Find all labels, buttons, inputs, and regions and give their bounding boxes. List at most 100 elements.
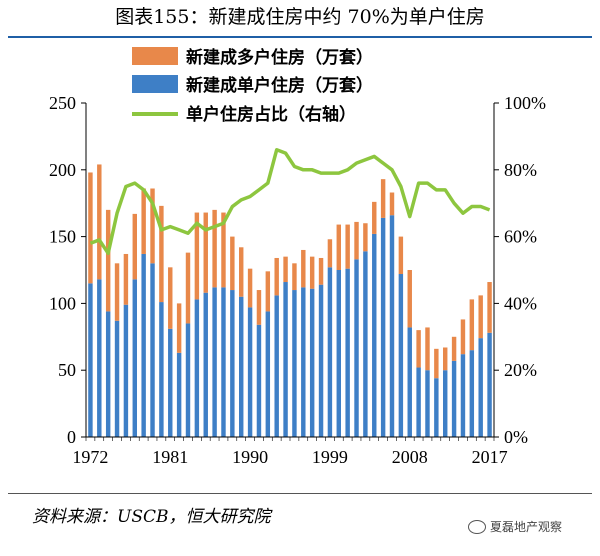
bar-multi-1978 <box>141 188 146 254</box>
bar-single-1995 <box>292 290 297 437</box>
bar-multi-1986 <box>212 209 217 288</box>
bar-single-1989 <box>239 296 244 437</box>
bar-multi-1998 <box>318 257 324 285</box>
bar-single-1973 <box>97 279 102 437</box>
source-rule <box>8 493 592 494</box>
bar-multi-1994 <box>283 256 288 283</box>
bar-multi-1982 <box>176 303 182 353</box>
left-tick-label: 0 <box>67 427 76 447</box>
bar-multi-1989 <box>239 247 244 297</box>
x-tick-label: 2008 <box>392 447 428 467</box>
bar-multi-1973 <box>97 164 102 280</box>
bar-single-1977 <box>132 279 137 437</box>
bar-single-1978 <box>141 253 146 437</box>
bar-multi-1999 <box>327 239 333 268</box>
bar-single-1985 <box>203 292 208 437</box>
bar-multi-2006 <box>389 192 395 216</box>
bar-multi-1997 <box>309 256 315 289</box>
bar-single-1974 <box>105 311 111 437</box>
bar-single-1990 <box>247 307 253 437</box>
bars-group <box>88 164 492 437</box>
bar-multi-2003 <box>363 223 368 252</box>
bar-single-2003 <box>363 251 368 437</box>
bar-single-1998 <box>318 284 324 437</box>
bar-single-1986 <box>212 287 217 437</box>
bar-multi-2016 <box>478 295 483 339</box>
bar-single-1996 <box>301 287 306 437</box>
x-tick-label: 1972 <box>72 447 108 467</box>
bar-single-2017 <box>487 332 492 437</box>
bar-single-2016 <box>478 338 483 437</box>
bar-multi-1987 <box>221 212 226 288</box>
bar-single-1993 <box>274 295 279 437</box>
bar-single-1991 <box>256 324 262 437</box>
bar-multi-2017 <box>487 282 492 333</box>
legend-label-ratio: 单户住房占比（右轴） <box>186 104 356 125</box>
bar-single-1984 <box>194 299 200 437</box>
bar-multi-2008 <box>407 270 412 328</box>
bar-multi-1975 <box>114 263 120 321</box>
bar-multi-2011 <box>434 348 439 379</box>
bar-multi-1996 <box>301 249 306 288</box>
bar-multi-2015 <box>469 299 475 351</box>
x-tick-label: 1981 <box>152 447 188 467</box>
bar-multi-2013 <box>451 336 457 361</box>
bar-single-1983 <box>185 323 191 437</box>
bar-multi-2009 <box>416 330 421 368</box>
bar-single-1976 <box>123 304 129 437</box>
bar-single-1982 <box>176 352 182 437</box>
bar-multi-2010 <box>425 327 430 371</box>
left-tick-label: 250 <box>49 93 76 113</box>
right-tick-label: 40% <box>504 293 537 313</box>
chart-title: 图表155：新建成住房中约 70%为单户住房 <box>115 6 485 28</box>
bar-single-2012 <box>443 370 448 437</box>
axes-group: 0 50 100 150 200 250 0% 20% 40% 60% 80% 100% 1972 198… <box>49 93 546 467</box>
bar-single-2006 <box>389 215 395 437</box>
right-tick-label: 80% <box>504 160 537 180</box>
bar-single-1997 <box>309 288 315 437</box>
left-tick-label: 150 <box>49 227 76 247</box>
bar-single-1975 <box>114 320 120 437</box>
bar-single-1988 <box>230 290 235 437</box>
bar-single-2004 <box>372 233 377 437</box>
bar-multi-1977 <box>132 213 137 280</box>
bar-single-2015 <box>469 350 475 437</box>
right-tick-label: 20% <box>504 360 537 380</box>
chart-area: 新建成多户住房（万套） 新建成单户住房（万套） 单户住房占比（右轴） 0 50 10… <box>49 47 546 467</box>
legend-swatch-multi <box>132 47 178 65</box>
bar-multi-1981 <box>168 267 173 329</box>
bar-single-2001 <box>345 268 350 437</box>
bar-multi-1980 <box>159 205 164 303</box>
bar-single-2014 <box>460 354 466 437</box>
bar-single-2008 <box>407 327 412 437</box>
bar-multi-1990 <box>247 268 253 308</box>
bar-single-1992 <box>265 311 271 437</box>
bar-multi-1992 <box>265 271 271 312</box>
ratio-line <box>89 148 491 256</box>
bar-multi-2005 <box>380 179 386 218</box>
bar-multi-1972 <box>88 172 93 284</box>
legend-label-single: 新建成单户住房（万套） <box>186 75 373 96</box>
right-tick-label: 60% <box>504 227 537 247</box>
left-tick-label: 50 <box>58 360 76 380</box>
bar-multi-2014 <box>460 319 466 355</box>
bar-single-2010 <box>425 370 430 437</box>
bar-multi-1976 <box>123 253 129 305</box>
right-tick-label: 0% <box>504 427 528 447</box>
bar-single-2002 <box>354 259 359 437</box>
bar-multi-1991 <box>256 290 262 325</box>
source-note: 资料来源：USCB，恒大研究院 <box>32 507 271 527</box>
bar-multi-2004 <box>372 201 377 234</box>
bar-multi-2012 <box>443 347 448 371</box>
right-tick-label: 100% <box>504 93 546 113</box>
left-tick-label: 100 <box>49 293 76 313</box>
line-group <box>89 148 491 256</box>
bar-multi-1983 <box>185 252 191 324</box>
left-tick-label: 200 <box>49 160 76 180</box>
bar-multi-2007 <box>398 236 404 275</box>
title-rule <box>8 36 592 38</box>
bar-single-2007 <box>398 274 404 437</box>
bar-single-2013 <box>451 360 457 437</box>
bar-single-1980 <box>159 302 164 437</box>
bar-multi-1988 <box>230 236 235 291</box>
